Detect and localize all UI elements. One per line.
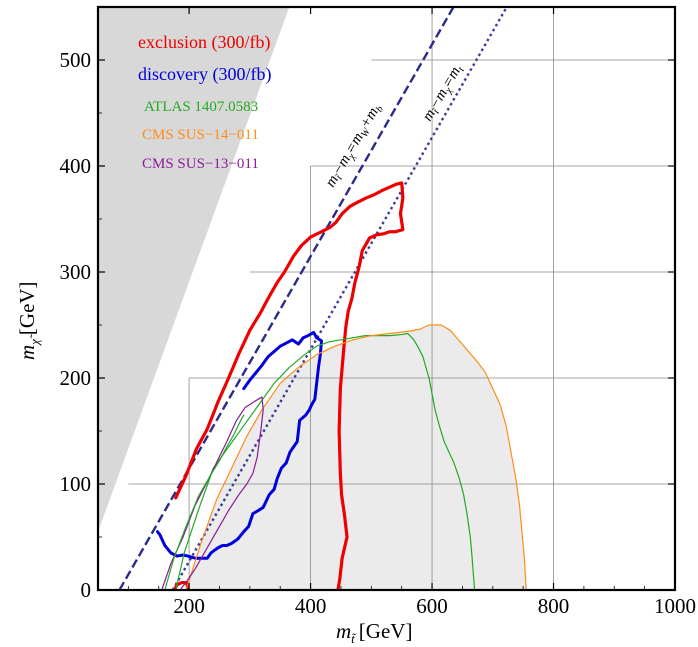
series-line-5 xyxy=(161,396,264,590)
y-tick-label: 300 xyxy=(60,260,92,284)
series-line-3 xyxy=(175,332,476,590)
x-tick-label: 600 xyxy=(416,594,448,618)
x-tick-label: 200 xyxy=(173,594,205,618)
svg-text:mt̃−mχ̃=mW+mb: mt̃−mχ̃=mW+mb xyxy=(323,101,386,191)
x-tick-label: 1000 xyxy=(654,594,696,618)
y-tick-label: 0 xyxy=(81,578,92,602)
series-line-0 xyxy=(174,181,405,590)
series-line-4 xyxy=(185,324,527,590)
y-tick-label: 400 xyxy=(60,154,92,178)
x-tick-label: 400 xyxy=(295,594,327,618)
y-tick-label: 100 xyxy=(60,472,92,496)
shaded-region xyxy=(186,325,527,590)
y-tick-label: 500 xyxy=(60,48,92,72)
legend-item-discovery: discovery (300/fb) xyxy=(138,64,271,85)
dashed-line-label: mt̃−mχ̃=mW+mb xyxy=(323,101,386,191)
x-tick-label: 800 xyxy=(538,594,570,618)
x-axis-label: mt̃ [GeV] xyxy=(336,619,412,646)
svg-text:mt̃[GeV]: mt̃ [GeV] xyxy=(336,619,412,646)
legend-item-cms-13: CMS SUS−13−011 xyxy=(142,156,259,172)
series-group xyxy=(118,7,527,590)
dotted-line-label: mt̃−mχ̃=mt xyxy=(420,62,467,125)
dotted-ref-line xyxy=(171,7,508,590)
legend-item-cms-14: CMS SUS−14−011 xyxy=(142,127,259,143)
plot-frame xyxy=(96,5,677,592)
excluded-region xyxy=(98,7,290,532)
dashed-ref-line xyxy=(118,7,455,590)
ticks: 200 400 600 800 1000 0 100 200 300 400 500 xyxy=(60,7,696,618)
legend-item-atlas: ATLAS 1407.0583 xyxy=(144,99,258,115)
svg-text:mχ̃[GeV]: mχ̃[GeV] xyxy=(15,281,42,360)
y-axis-label: mχ̃[GeV] xyxy=(15,281,42,360)
svg-text:mt̃−mχ̃=mt: mt̃−mχ̃=mt xyxy=(420,62,467,125)
y-tick-label: 200 xyxy=(60,366,92,390)
plot-area xyxy=(98,7,527,590)
series-line-6 xyxy=(164,414,245,590)
series-line-2 xyxy=(156,330,324,560)
legend-item-exclusion: exclusion (300/fb) xyxy=(138,32,270,53)
legend: exclusion (300/fb) discovery (300/fb) AT… xyxy=(138,32,271,172)
